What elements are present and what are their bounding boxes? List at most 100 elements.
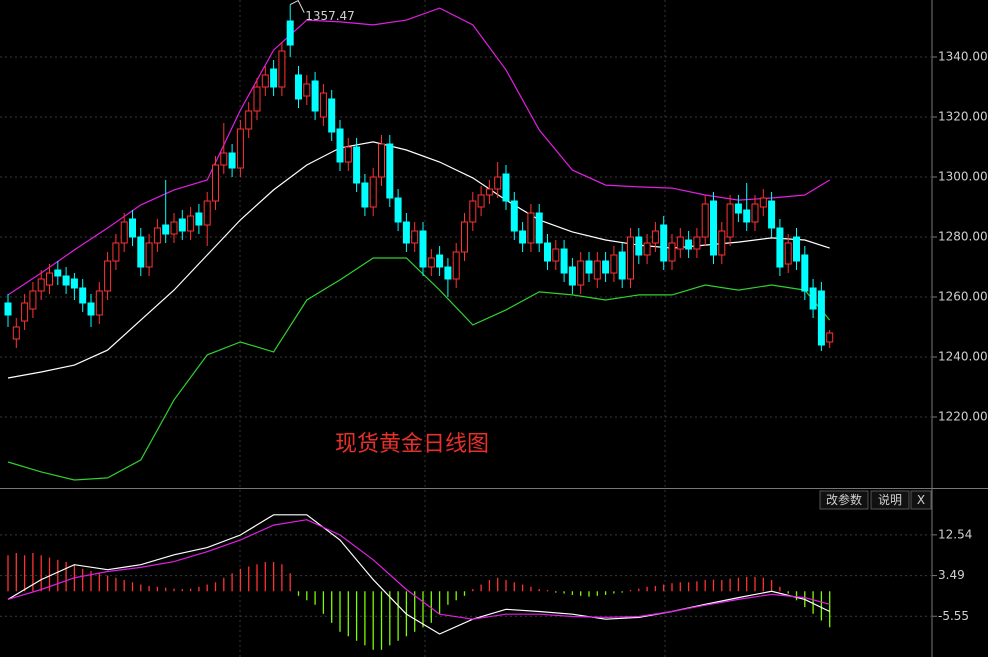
candle-body (436, 254, 444, 268)
candle-body (145, 242, 153, 268)
candle-body (344, 146, 352, 163)
candle-body (378, 143, 385, 178)
candle-body (336, 128, 344, 163)
candle-body (419, 230, 427, 268)
candle-body (801, 254, 809, 292)
candle-body (502, 173, 510, 202)
candle-body (178, 218, 186, 232)
candle-body (718, 230, 726, 256)
y-tick-label: 12.54 (938, 527, 972, 541)
candle-body (386, 143, 394, 199)
candle-body (4, 302, 12, 316)
candle-body (54, 269, 62, 277)
candle-body (676, 236, 684, 250)
candle-body (593, 260, 601, 280)
candle-body (485, 188, 493, 196)
candle-body (228, 152, 236, 169)
candle-body (685, 239, 693, 250)
candle-body (668, 242, 676, 262)
y-tick-label: 1320.00 (938, 110, 988, 124)
candle-body (203, 200, 211, 226)
candle-body (95, 290, 103, 316)
button-label: 改参数 (826, 492, 862, 507)
y-tick-label: 1280.00 (938, 230, 988, 244)
candle-body (303, 83, 311, 97)
candle-body (46, 272, 53, 286)
candle-body (510, 200, 518, 232)
candle-body (220, 152, 228, 166)
candle-body (726, 203, 734, 238)
candle-body (701, 203, 709, 238)
button-frame (870, 490, 910, 510)
candle-body (236, 128, 244, 169)
candle-body (311, 80, 319, 112)
candle-body (751, 203, 759, 223)
y-tick-label: 1340.00 (938, 50, 988, 64)
candle-body (361, 182, 369, 208)
candle-body (212, 164, 219, 202)
candle-body (759, 197, 767, 208)
candle-body (809, 287, 817, 310)
candle-body (12, 326, 20, 340)
candle-body (477, 194, 485, 208)
macd-line (7, 519, 830, 620)
peak-pointer (289, 0, 305, 13)
candle-body (693, 236, 701, 250)
candle-body (402, 221, 410, 244)
band-line (7, 7, 831, 296)
candle-body (784, 242, 792, 265)
candle-body (411, 230, 419, 244)
candle-body (427, 257, 435, 268)
candle-body (585, 260, 593, 274)
candle-body (743, 209, 751, 223)
candle-body (270, 68, 278, 88)
candle-body (87, 302, 95, 316)
candle-body (245, 110, 253, 130)
y-tick-label: 1260.00 (938, 290, 988, 304)
candle-body (253, 86, 261, 112)
macd-line (7, 514, 830, 635)
candle-body (104, 260, 112, 292)
button-frame (910, 490, 932, 510)
y-tick-label: 1300.00 (938, 170, 988, 184)
candle-body (527, 212, 535, 244)
candle-body (62, 275, 70, 286)
candle-body (461, 221, 468, 253)
button-label: 说明 (878, 492, 902, 507)
candle-body (643, 242, 651, 256)
candle-body (560, 248, 568, 274)
y-tick-label: -5.55 (938, 609, 969, 623)
candle-body (29, 290, 37, 310)
candle-body (793, 236, 800, 262)
edit-params-button[interactable]: 改参数 (819, 490, 869, 510)
candle-body (120, 221, 128, 244)
candle-body (627, 236, 634, 280)
candle-body (635, 236, 643, 256)
candle-body (519, 230, 527, 244)
close-button[interactable]: X (910, 490, 932, 510)
help-button[interactable]: 说明 (870, 490, 910, 510)
candle-body (544, 242, 551, 262)
candle-body (295, 74, 302, 100)
candle-body (162, 224, 170, 235)
candle-body (353, 146, 361, 184)
candle-body (776, 227, 784, 268)
candle-body (153, 227, 161, 244)
candle-body (768, 200, 776, 229)
peak-label: 1357.47 (305, 9, 355, 23)
candle-body (568, 266, 576, 286)
candle-body (651, 230, 659, 244)
candle-body (817, 290, 825, 346)
candle-body (469, 200, 477, 223)
candle-body (195, 212, 203, 226)
candle-body (494, 176, 502, 190)
candle-body (261, 74, 269, 88)
candle-body (535, 212, 543, 244)
candle-body (70, 278, 78, 289)
candle-body (187, 215, 195, 232)
candle-body (319, 92, 327, 118)
button-label: X (917, 493, 925, 507)
candle-body (369, 176, 377, 208)
